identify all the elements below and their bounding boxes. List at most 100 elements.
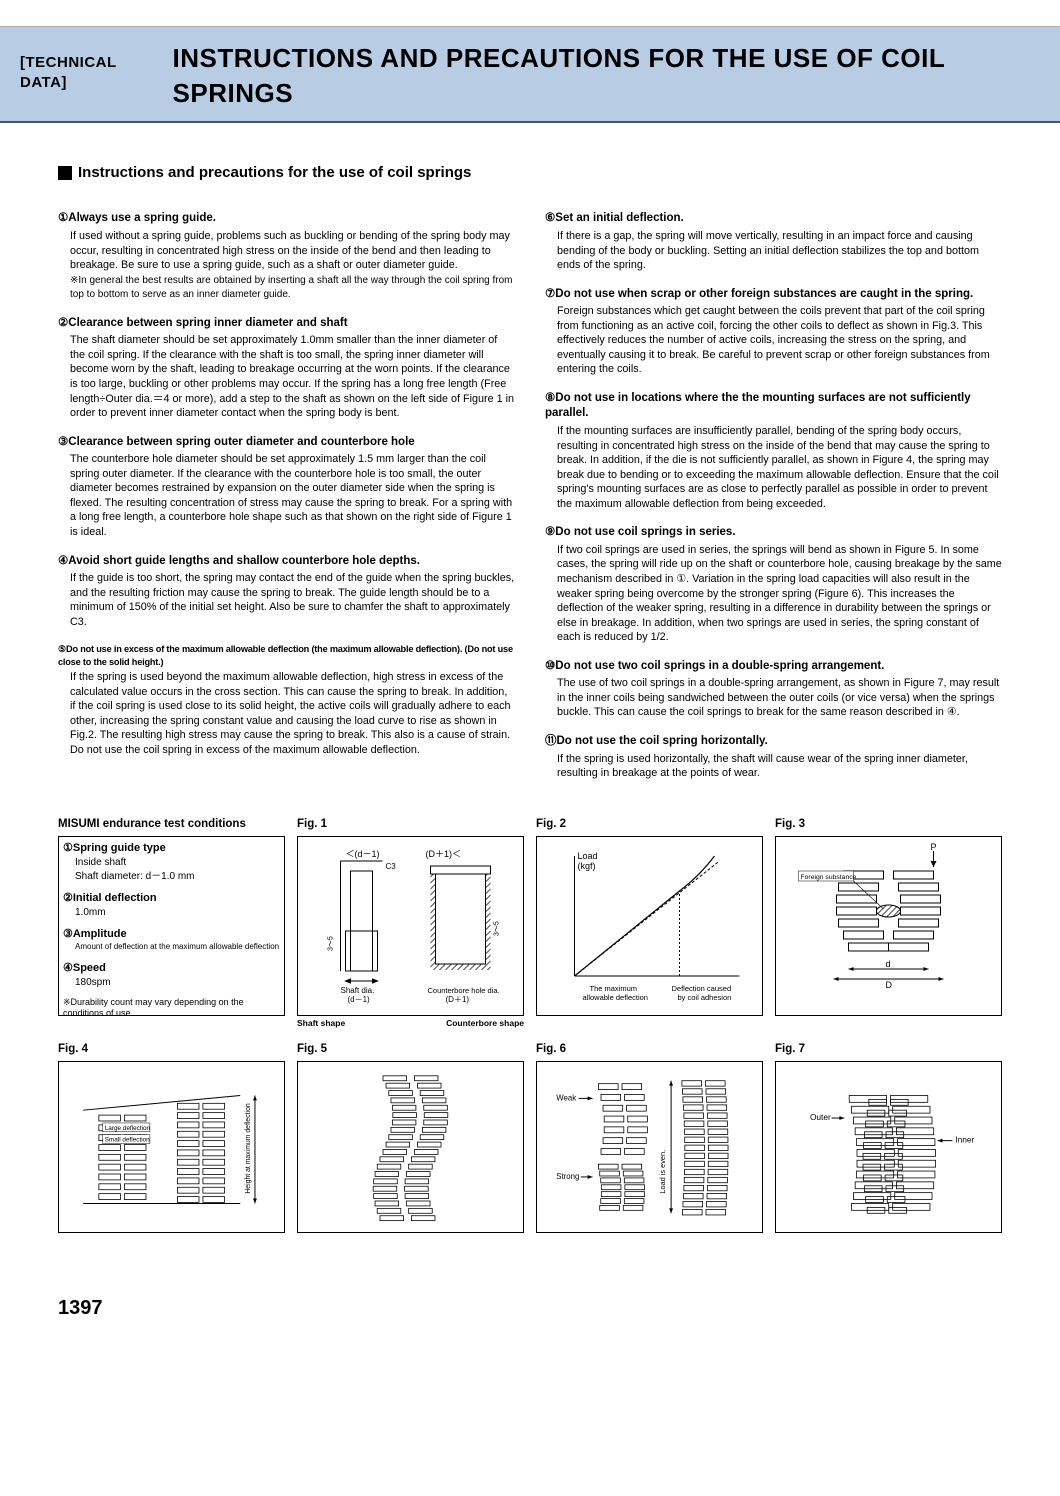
fig1-box: ＜(d－1) C3 (D＋1)＜ 3～5 3～5 Sh [297,836,524,1016]
testcond-item: ②Initial deflection1.0mm [63,891,280,919]
item-title: ②Clearance between spring inner diameter… [58,316,515,332]
fig2-box: Load (kgf) The maximum allowable deflect… [536,836,763,1016]
fig3-d: d [886,959,891,969]
instruction-item: ⑪Do not use the coil spring horizontally… [545,734,1002,781]
left-column: ①Always use a spring guide. If used witho… [58,211,515,794]
fig6-label: Fig. 6 [536,1042,763,1058]
instruction-item: ⑥Set an initial deflection. If there is a… [545,211,1002,272]
fig6-strong: Strong [556,1172,579,1181]
svg-text:allowable deflection: allowable deflection [583,993,648,1002]
fig7-label: Fig. 7 [775,1042,1002,1058]
fig1-label: Fig. 1 [297,817,524,833]
item-body: Foreign substances which get caught betw… [545,304,1002,377]
fig3-p: P [931,842,937,852]
svg-text:(kgf): (kgf) [578,861,596,871]
item-title: ①Always use a spring guide. [58,211,515,227]
instruction-item: ③Clearance between spring outer diameter… [58,435,515,540]
fig6-even: Load is even. [658,1150,667,1194]
item-title: ⑧Do not use in locations where the the m… [545,391,1002,422]
fig1-cb-shape: Counterbore shape [446,1018,524,1029]
fig3-D: D [886,980,893,990]
instruction-item: ②Clearance between spring inner diameter… [58,316,515,421]
item-body: If used without a spring guide, problems… [58,229,515,302]
testcond-item: ③AmplitudeAmount of deflection at the ma… [63,927,280,953]
fig1-35r: 3～5 [494,921,501,936]
testcond-note: ※Durability count may vary depending on … [63,997,280,1016]
fig6-weak: Weak [556,1094,576,1103]
header-tag: [TECHNICAL DATA] [20,53,163,94]
fig5-cell: Fig. 5 [297,1042,524,1234]
svg-text:Shaft dia.: Shaft dia. [341,986,375,995]
page-number: 1397 [58,1295,1060,1322]
instruction-item: ⑨Do not use coil springs in series.If tw… [545,525,1002,644]
svg-text:(d－1): (d－1) [348,995,371,1004]
test-conditions-cell: MISUMI endurance test conditions ①Spring… [58,817,285,1030]
fig3-label: Fig. 3 [775,817,1002,833]
item-title: ⑥Set an initial deflection. [545,211,1002,227]
svg-text:Load: Load [578,851,598,861]
svg-text:by coil adhesion: by coil adhesion [678,993,732,1002]
instructions-columns: ①Always use a spring guide. If used witho… [58,211,1002,794]
test-cond-heading: MISUMI endurance test conditions [58,817,285,833]
fig4-box: Large deflection Small deflection Height… [58,1061,285,1233]
fig4-large: Large deflection [105,1125,151,1132]
fig2-label: Fig. 2 [536,817,763,833]
fig5-box [297,1061,524,1233]
instruction-item: ①Always use a spring guide. If used witho… [58,211,515,301]
svg-text:(D＋1): (D＋1) [446,995,470,1004]
item-body: If the spring is used horizontally, the … [545,752,1002,781]
section-title-text: Instructions and precautions for the use… [78,163,471,183]
item-body: If the guide is too short, the spring ma… [58,571,515,629]
item-title: ⑩Do not use two coil springs in a double… [545,659,1002,675]
fig7-outer: Outer [810,1112,831,1122]
fig7-inner: Inner [955,1135,974,1145]
fig7-cell: Fig. 7 Outer Inner [775,1042,1002,1234]
svg-text:The maximum: The maximum [590,984,638,993]
item-title: ⑪Do not use the coil spring horizontally… [545,734,1002,750]
instruction-item: ④Avoid short guide lengths and shallow c… [58,554,515,630]
fig3-foreign: Foreign substance [801,874,857,881]
instruction-item: ⑧Do not use in locations where the the m… [545,391,1002,511]
fig1-lt: ＜(d－1) [346,849,380,859]
figures-row-1: MISUMI endurance test conditions ①Spring… [58,817,1002,1030]
fig5-label: Fig. 5 [297,1042,524,1058]
item-title: ③Clearance between spring outer diameter… [58,435,515,451]
fig4-label: Fig. 4 [58,1042,285,1058]
fig1-c3: C3 [386,862,397,871]
testcond-item: ④Speed180spm [63,961,280,989]
content: Instructions and precautions for the use… [0,123,1060,1265]
fig2-cell: Fig. 2 Load (kgf) The maximum allowable … [536,817,763,1030]
fig1-35l: 3～5 [328,936,335,951]
fig6-cell: Fig. 6 Weak Strong Load is even. [536,1042,763,1234]
figures-row-2: Fig. 4 Large deflection Small deflection… [58,1042,1002,1234]
square-bullet-icon [58,166,72,180]
testcond-item: ①Spring guide typeInside shaft Shaft dia… [63,841,280,883]
svg-text:Counterbore hole dia.: Counterbore hole dia. [428,986,500,995]
item-body: If two coil springs are used in series, … [545,543,1002,645]
item-title: ⑤Do not use in excess of the maximum all… [58,643,515,668]
item-body: The use of two coil springs in a double-… [545,676,1002,720]
item-body: The counterbore hole diameter should be … [58,452,515,539]
fig6-box: Weak Strong Load is even. [536,1061,763,1233]
fig4-small: Small deflection [105,1137,150,1144]
fig4-height: Height at maximum deflection [245,1103,252,1194]
item-title: ⑦Do not use when scrap or other foreign … [545,287,1002,303]
header-band: [TECHNICAL DATA] INSTRUCTIONS AND PRECAU… [0,26,1060,123]
item-body: If the spring is used beyond the maximum… [58,670,515,757]
fig1-shaft-shape: Shaft shape [297,1018,345,1029]
header-title: INSTRUCTIONS AND PRECAUTIONS FOR THE USE… [173,41,1040,111]
test-cond-box: ①Spring guide typeInside shaft Shaft dia… [58,836,285,1016]
instruction-item: ⑩Do not use two coil springs in a double… [545,659,1002,720]
section-title: Instructions and precautions for the use… [58,163,1002,183]
right-column: ⑥Set an initial deflection. If there is a… [545,211,1002,794]
fig1-rt: (D＋1)＜ [426,849,462,859]
instruction-item: ⑤Do not use in excess of the maximum all… [58,643,515,757]
item-body: The shaft diameter should be set approxi… [58,333,515,420]
fig3-cell: Fig. 3 P [775,817,1002,1030]
fig7-box: Outer Inner [775,1061,1002,1233]
fig1-cell: Fig. 1 ＜(d－1) [297,817,524,1030]
svg-text:Deflection caused: Deflection caused [672,984,732,993]
fig3-box: P Foreign substance d D [775,836,1002,1016]
fig4-cell: Fig. 4 Large deflection Small deflection… [58,1042,285,1234]
item-body: If there is a gap, the spring will move … [545,229,1002,273]
